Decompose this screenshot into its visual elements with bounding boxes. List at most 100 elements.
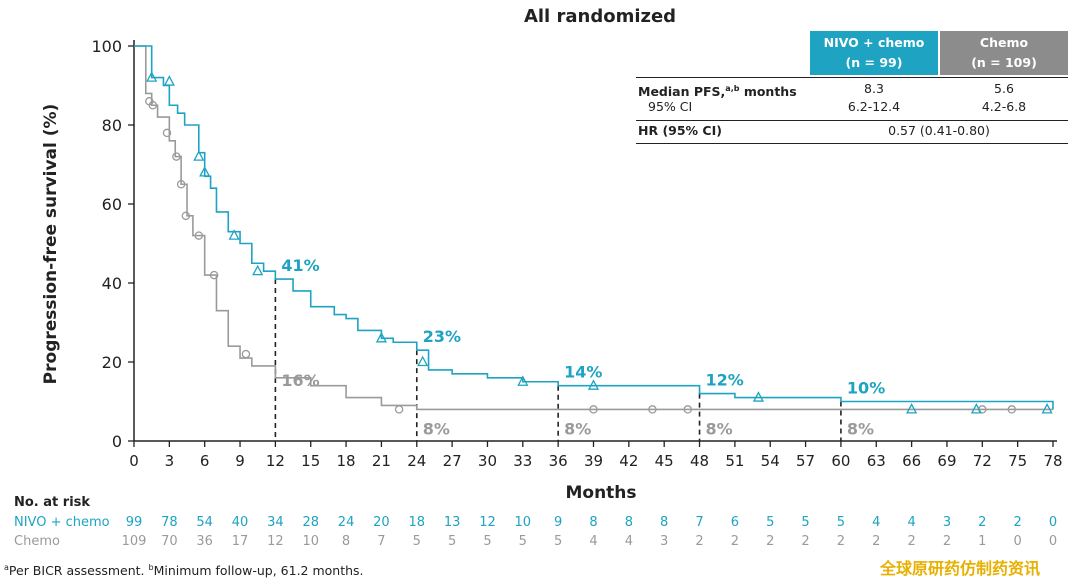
at-risk-chemo-value: 17 xyxy=(232,534,249,549)
nivo-censor-mark xyxy=(146,71,158,82)
median-pfs-label: Median PFS,a,b months xyxy=(638,84,797,100)
at-risk-nivo-value: 8 xyxy=(660,515,668,530)
at-risk-nivo-value: 0 xyxy=(1049,515,1057,530)
x-tick-label: 57 xyxy=(796,452,815,470)
y-tick-label: 40 xyxy=(102,274,122,293)
nivo-censor-mark xyxy=(163,75,175,86)
x-tick-label: 54 xyxy=(761,452,780,470)
at-risk-title: No. at risk xyxy=(14,495,90,510)
median-pfs-nivo: 8.3 xyxy=(864,81,884,96)
landmark-nivo-label: 12% xyxy=(706,371,744,390)
nivo-censor-mark xyxy=(587,379,600,390)
at-risk-nivo-value: 6 xyxy=(731,515,739,530)
chemo-censor-mark xyxy=(148,101,158,110)
chemo-censor-mark xyxy=(209,270,219,280)
chemo-censor-mark xyxy=(1007,405,1017,414)
x-tick-label: 72 xyxy=(973,452,992,470)
chemo-censor-mark xyxy=(194,231,204,240)
stats-rule-top xyxy=(636,77,1068,78)
chemo-censor-mark xyxy=(589,405,598,414)
at-risk-chemo-value: 7 xyxy=(377,534,385,549)
nivo-censor-mark xyxy=(752,391,765,402)
stats-rule-mid xyxy=(636,120,1068,121)
at-risk-nivo-value: 5 xyxy=(801,515,809,530)
at-risk-nivo-value: 18 xyxy=(408,515,425,530)
at-risk-chemo-value: 2 xyxy=(695,534,703,549)
at-risk-nivo-value: 2 xyxy=(978,515,986,530)
chemo-censor-mark xyxy=(172,152,181,161)
at-risk-chemo-value: 2 xyxy=(801,534,809,549)
x-tick-label: 66 xyxy=(902,452,921,470)
at-risk-nivo-value: 5 xyxy=(837,515,845,530)
at-risk-nivo-value: 12 xyxy=(479,515,496,530)
nivo-censor-mark xyxy=(1041,403,1053,414)
at-risk-nivo-value: 2 xyxy=(1014,515,1022,530)
x-tick-label: 36 xyxy=(549,452,568,470)
stats-header-chemo: Chemo (n = 109) xyxy=(940,31,1068,75)
x-tick-label: 24 xyxy=(407,452,426,470)
landmark-nivo-label: 41% xyxy=(281,256,319,275)
ci-label: 95% CI xyxy=(648,99,693,114)
nivo-censor-mark xyxy=(970,403,982,414)
x-tick-label: 51 xyxy=(725,452,744,470)
at-risk-nivo-value: 99 xyxy=(126,515,143,530)
stats-header-nivo-n: (n = 99) xyxy=(845,55,903,70)
at-risk-nivo-value: 4 xyxy=(907,515,915,530)
x-tick-label: 9 xyxy=(235,452,245,470)
ci-nivo: 6.2-12.4 xyxy=(847,99,901,114)
chemo-censor-mark xyxy=(394,405,404,414)
y-axis-title: Progression-free survival (%) xyxy=(41,104,61,385)
landmark-chemo-label: 8% xyxy=(564,419,591,438)
nivo-censor-mark xyxy=(228,229,240,240)
at-risk-nivo-value: 5 xyxy=(766,515,774,530)
nivo-censor-mark xyxy=(906,403,918,414)
at-risk-chemo-value: 3 xyxy=(660,534,668,549)
at-risk-chemo-value: 70 xyxy=(161,534,178,549)
at-risk-nivo-value: 13 xyxy=(444,515,461,530)
stats-header-chemo-n: (n = 109) xyxy=(971,55,1037,70)
at-risk-chemo-value: 2 xyxy=(766,534,774,549)
chemo-censor-mark xyxy=(176,179,186,189)
watermark: 全球原研药仿制药资讯 xyxy=(880,559,1041,578)
landmark-chemo-label: 8% xyxy=(706,419,733,438)
at-risk-chemo-value: 5 xyxy=(483,534,491,549)
x-tick-label: 15 xyxy=(301,452,320,470)
at-risk-nivo-value: 8 xyxy=(589,515,597,530)
at-risk-nivo-value: 8 xyxy=(625,515,633,530)
at-risk-nivo-value: 4 xyxy=(872,515,880,530)
at-risk-chemo-value: 8 xyxy=(342,534,350,549)
stats-row-hr: HR (95% CI) 0.57 (0.41-0.80) xyxy=(636,122,1068,140)
at-risk-nivo-value: 54 xyxy=(196,515,213,530)
at-risk-row-label: Chemo xyxy=(14,534,60,549)
at-risk-chemo-value: 0 xyxy=(1014,534,1022,549)
x-tick-label: 69 xyxy=(937,452,956,470)
at-risk-chemo-value: 12 xyxy=(267,534,284,549)
at-risk-nivo-value: 34 xyxy=(267,515,284,530)
nivo-censor-mark xyxy=(199,166,211,177)
nivo-censor-mark xyxy=(252,264,264,276)
at-risk-nivo-value: 7 xyxy=(695,515,703,530)
y-tick-label: 100 xyxy=(91,37,122,56)
at-risk-chemo-value: 4 xyxy=(625,534,633,549)
landmark-chemo-label: 8% xyxy=(847,419,874,438)
ci-chemo: 4.2-6.8 xyxy=(981,99,1027,114)
x-tick-label: 33 xyxy=(513,452,532,470)
chemo-censor-mark xyxy=(648,405,657,414)
x-tick-label: 48 xyxy=(690,452,709,470)
nivo-censor-mark xyxy=(417,355,429,367)
x-tick-label: 21 xyxy=(372,452,391,470)
x-tick-label: 0 xyxy=(129,452,139,470)
hr-value: 0.57 (0.41-0.80) xyxy=(888,123,990,138)
x-axis-title: Months xyxy=(565,483,636,503)
nivo-censor-mark xyxy=(375,331,388,343)
chemo-censor-mark xyxy=(181,211,191,221)
x-tick-label: 30 xyxy=(478,452,497,470)
x-tick-label: 39 xyxy=(584,452,603,470)
x-tick-label: 12 xyxy=(266,452,285,470)
landmark-nivo-label: 10% xyxy=(847,379,885,398)
at-risk-chemo-value: 1 xyxy=(978,534,986,549)
at-risk-nivo-value: 9 xyxy=(554,515,562,530)
at-risk-chemo-value: 2 xyxy=(943,534,951,549)
landmark-chemo-label: 8% xyxy=(423,419,450,438)
at-risk-chemo-value: 5 xyxy=(519,534,527,549)
